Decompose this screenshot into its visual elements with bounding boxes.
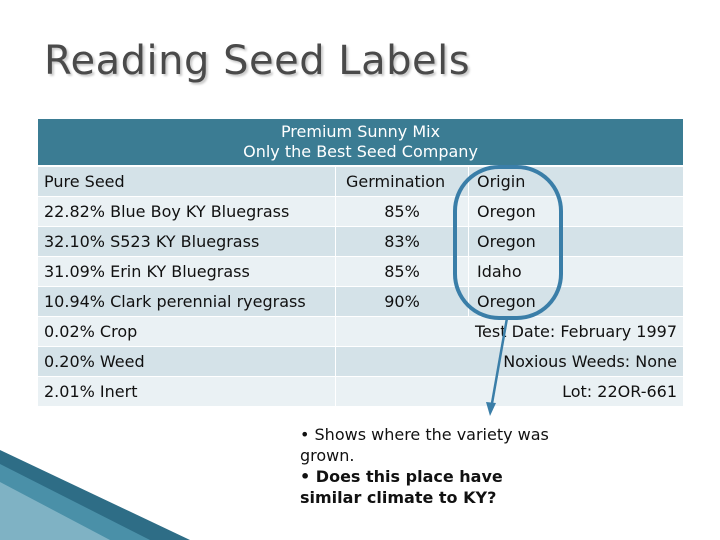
lot-number: Lot: 22OR-661 bbox=[334, 376, 685, 407]
origin-value: Idaho bbox=[467, 256, 685, 287]
test-date: Test Date: February 1997 bbox=[334, 316, 685, 347]
germination-value: 90% bbox=[335, 286, 469, 317]
weed-percent: 0.20% Weed bbox=[37, 346, 336, 377]
origin-value: Oregon bbox=[467, 286, 685, 317]
variety-name: 22.82% Blue Boy KY Bluegrass bbox=[37, 196, 336, 227]
callout-note: • Shows where the variety was grown. • D… bbox=[300, 424, 560, 508]
table-row: 22.82% Blue Boy KY Bluegrass 85% Oregon bbox=[37, 196, 685, 227]
table-row: 32.10% S523 KY Bluegrass 83% Oregon bbox=[37, 226, 685, 257]
callout-line-2: • Does this place have similar climate t… bbox=[300, 467, 503, 507]
label-header-row: Premium Sunny Mix Only the Best Seed Com… bbox=[36, 118, 685, 167]
table-row: 2.01% Inert Lot: 22OR-661 bbox=[37, 376, 685, 407]
table-row: 0.02% Crop Test Date: February 1997 bbox=[37, 316, 685, 347]
variety-name: 32.10% S523 KY Bluegrass bbox=[37, 226, 336, 257]
germination-value: 85% bbox=[335, 256, 469, 287]
label-header: Premium Sunny Mix Only the Best Seed Com… bbox=[36, 118, 685, 167]
crop-percent: 0.02% Crop bbox=[37, 316, 336, 347]
noxious-weeds: Noxious Weeds: None bbox=[334, 346, 685, 377]
table-row: 10.94% Clark perennial ryegrass 90% Oreg… bbox=[37, 286, 685, 317]
germination-value: 83% bbox=[335, 226, 469, 257]
pure-seed-heading: Pure Seed bbox=[37, 165, 336, 197]
seed-label-table: Premium Sunny Mix Only the Best Seed Com… bbox=[36, 118, 685, 407]
table-row: 0.20% Weed Noxious Weeds: None bbox=[37, 346, 685, 377]
inert-percent: 2.01% Inert bbox=[37, 376, 336, 407]
variety-name: 31.09% Erin KY Bluegrass bbox=[37, 256, 336, 287]
origin-value: Oregon bbox=[467, 226, 685, 257]
table-row: 31.09% Erin KY Bluegrass 85% Idaho bbox=[37, 256, 685, 287]
germination-heading: Germination bbox=[335, 165, 469, 197]
variety-name: 10.94% Clark perennial ryegrass bbox=[37, 286, 336, 317]
product-name: Premium Sunny Mix bbox=[280, 122, 441, 141]
slide-title: Reading Seed Labels bbox=[44, 38, 471, 84]
column-header-row: Pure Seed Germination Origin bbox=[37, 165, 685, 197]
origin-heading: Origin bbox=[467, 165, 685, 197]
company-name: Only the Best Seed Company bbox=[243, 142, 478, 161]
origin-value: Oregon bbox=[467, 196, 685, 227]
corner-decoration bbox=[0, 450, 190, 540]
callout-line-1: • Shows where the variety was grown. bbox=[300, 425, 549, 465]
corner-wedge-light bbox=[0, 482, 110, 540]
germination-value: 85% bbox=[335, 196, 469, 227]
